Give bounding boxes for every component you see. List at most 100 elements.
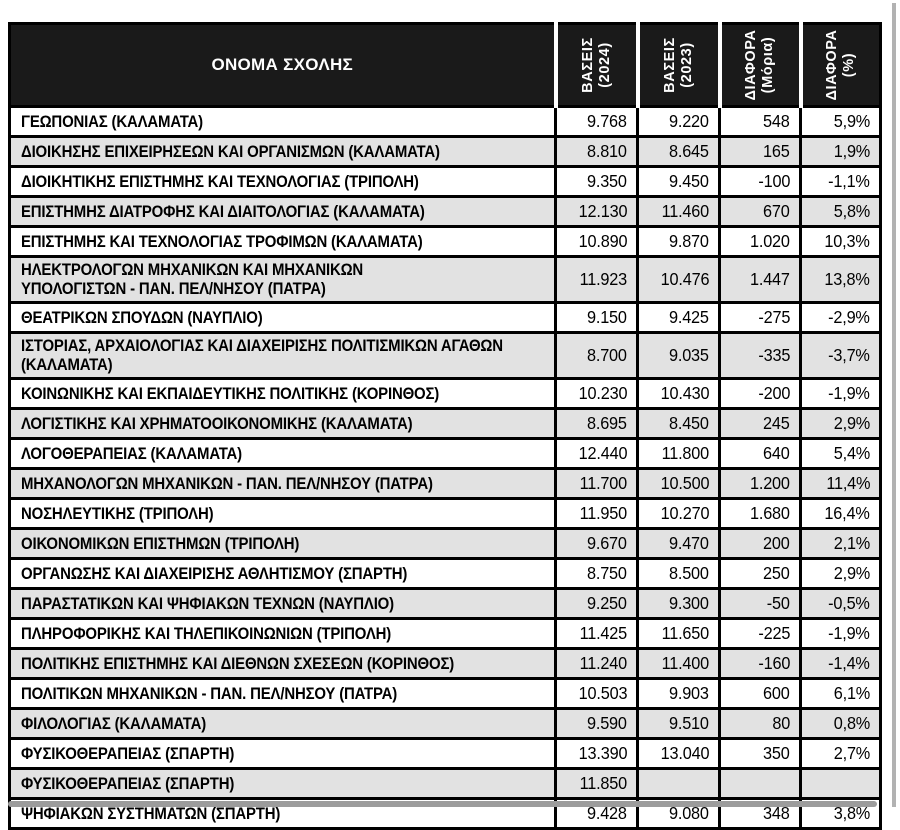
bases-2024-value: 10.890	[578, 231, 627, 251]
bases-2024-cell: 12.130	[554, 195, 639, 228]
bases-2024-value: 9.150	[587, 307, 627, 327]
bases-2024-value: 9.590	[587, 713, 627, 733]
school-name-text: ΔΙΟΙΚΗΤΙΚΗΣ ΕΠΙΣΤΗΜΗΣ ΚΑΙ ΤΕΧΝΟΛΟΓΙΑΣ (Τ…	[21, 171, 419, 191]
bases-2024-value: 11.240	[579, 653, 628, 673]
header-line-1: ΒΑΣΕΙΣ	[579, 37, 596, 93]
bases-2023-cell: 8.645	[636, 135, 721, 168]
table-row: ΝΟΣΗΛΕΥΤΙΚΗΣ (ΤΡΙΠΟΛΗ) 11.950 10.270 1.6…	[8, 497, 882, 530]
diff-points-cell: -335	[718, 331, 802, 380]
school-name-text: ΕΠΙΣΤΗΜΗΣ ΚΑΙ ΤΕΧΝΟΛΟΓΙΑΣ ΤΡΟΦΙΜΩΝ (ΚΑΛΑ…	[21, 231, 423, 251]
bases-2024-value: 9.768	[587, 111, 627, 131]
col-header-diff-points-label: ΔΙΑΦΟΡΑ (Μόρια)	[743, 25, 777, 105]
table-row: ΠΛΗΡΟΦΟΡΙΚΗΣ ΚΑΙ ΤΗΛΕΠΙΚΟΙΝΩΝΙΩΝ (ΤΡΙΠΟΛ…	[8, 617, 882, 650]
school-name-text: ΟΙΚΟΝΟΜΙΚΩΝ ΕΠΙΣΤΗΜΩΝ (ΤΡΙΠΟΛΗ)	[21, 533, 300, 553]
diff-percent-value: 6,1%	[833, 683, 871, 703]
school-name-cell: ΛΟΓΟΘΕΡΑΠΕΙΑΣ (ΚΑΛΑΜΑΤΑ)	[8, 437, 557, 470]
col-header-diff-percent-label: ΔΙΑΦΟΡΑ (%)	[824, 25, 858, 105]
school-name-text: ΠΑΡΑΣΤΑΤΙΚΩΝ ΚΑΙ ΨΗΦΙΑΚΩΝ ΤΕΧΝΩΝ (ΝΑΥΠΛΙ…	[21, 593, 394, 613]
diff-percent-cell: -1,9%	[799, 377, 882, 410]
table-row: ΠΑΡΑΣΤΑΤΙΚΩΝ ΚΑΙ ΨΗΦΙΑΚΩΝ ΤΕΧΝΩΝ (ΝΑΥΠΛΙ…	[8, 587, 882, 620]
school-name-cell: ΔΙΟΙΚΗΤΙΚΗΣ ΕΠΙΣΤΗΜΗΣ ΚΑΙ ΤΕΧΝΟΛΟΓΙΑΣ (Τ…	[8, 165, 557, 198]
header-line-1: ΔΙΑΦΟΡΑ	[823, 29, 840, 101]
diff-percent-value: -3,7%	[828, 345, 870, 365]
diff-percent-value: -1,1%	[828, 171, 870, 191]
bases-2024-cell: 13.390	[554, 737, 639, 770]
bases-2024-value: 11.950	[579, 503, 628, 523]
diff-percent-cell: 13,8%	[799, 255, 882, 304]
bases-2024-cell: 11.850	[554, 767, 639, 800]
school-name-cell: ΕΠΙΣΤΗΜΗΣ ΔΙΑΤΡΟΦΗΣ ΚΑΙ ΔΙΑΙΤΟΛΟΓΙΑΣ (ΚΑ…	[8, 195, 557, 228]
diff-percent-value: -1,9%	[828, 383, 870, 403]
school-name-text: ΛΟΓΟΘΕΡΑΠΕΙΑΣ (ΚΑΛΑΜΑΤΑ)	[21, 443, 242, 463]
diff-points-cell: -275	[718, 301, 802, 334]
diff-points-cell: -225	[718, 617, 802, 650]
diff-percent-value: -1,4%	[828, 653, 870, 673]
col-header-bases-2024-label: ΒΑΣΕΙΣ (2024)	[580, 25, 614, 105]
diff-points-cell: 1.020	[718, 225, 802, 258]
bases-2023-value: 13.040	[660, 743, 709, 763]
bases-2024-value: 12.440	[578, 443, 627, 463]
col-header-diff-percent: ΔΙΑΦΟΡΑ (%)	[798, 23, 881, 108]
diff-points-cell: 250	[718, 557, 802, 590]
diff-points-value: -160	[758, 653, 790, 673]
header-line-2: (%)	[840, 52, 857, 78]
school-name-cell: ΛΟΓΙΣΤΙΚΗΣ ΚΑΙ ΧΡΗΜΑΤΟΟΙΚΟΝΟΜΙΚΗΣ (ΚΑΛΑΜ…	[8, 407, 557, 440]
bases-2023-cell: 9.035	[636, 331, 721, 380]
school-name-text: ΙΣΤΟΡΙΑΣ, ΑΡΧΑΙΟΛΟΓΙΑΣ ΚΑΙ ΔΙΑΧΕΙΡΙΣΗΣ Π…	[21, 336, 503, 374]
diff-percent-value: 5,4%	[833, 443, 871, 463]
bases-2023-cell: 9.220	[636, 105, 721, 138]
bases-2023-cell: 9.870	[636, 225, 721, 258]
school-name-text: ΚΟΙΝΩΝΙΚΗΣ ΚΑΙ ΕΚΠΑΙΔΕΥΤΙΚΗΣ ΠΟΛΙΤΙΚΗΣ (…	[21, 383, 440, 403]
diff-percent-cell: -0,5%	[799, 587, 882, 620]
school-name-text: ΜΗΧΑΝΟΛΟΓΩΝ ΜΗΧΑΝΙΚΩΝ - ΠΑΝ. ΠΕΛ/ΝΗΣΟΥ (…	[21, 473, 433, 493]
diff-percent-cell: -1,1%	[799, 165, 882, 198]
bases-2023-cell: 11.650	[636, 617, 721, 650]
bases-2024-value: 8.695	[587, 413, 627, 433]
school-name-cell: ΓΕΩΠΟΝΙΑΣ (ΚΑΛΑΜΑΤΑ)	[8, 105, 557, 138]
diff-percent-cell: 0,8%	[799, 707, 882, 740]
diff-points-value: 250	[763, 563, 790, 583]
diff-points-value: -225	[758, 623, 790, 643]
bases-2023-cell: 10.270	[636, 497, 721, 530]
school-name-cell: ΟΡΓΑΝΩΣΗΣ ΚΑΙ ΔΙΑΧΕΙΡΙΣΗΣ ΑΘΛΗΤΙΣΜΟΥ (ΣΠ…	[8, 557, 557, 590]
bases-2023-cell: 9.470	[636, 527, 721, 560]
diff-percent-cell: -3,7%	[799, 331, 882, 380]
bases-2023-cell	[636, 767, 721, 800]
diff-points-value: -275	[758, 307, 790, 327]
table-row: ΦΙΛΟΛΟΓΙΑΣ (ΚΑΛΑΜΑΤΑ) 9.590 9.510 80 0,8…	[8, 707, 882, 740]
bases-2023-cell: 9.450	[636, 165, 721, 198]
bases-2024-value: 11.923	[579, 269, 628, 289]
bases-2023-value: 9.903	[669, 683, 709, 703]
header-line-2: (Μόρια)	[760, 36, 776, 94]
table-row: ΟΡΓΑΝΩΣΗΣ ΚΑΙ ΔΙΑΧΕΙΡΙΣΗΣ ΑΘΛΗΤΙΣΜΟΥ (ΣΠ…	[8, 557, 882, 590]
school-name-cell: ΚΟΙΝΩΝΙΚΗΣ ΚΑΙ ΕΚΠΑΙΔΕΥΤΙΚΗΣ ΠΟΛΙΤΙΚΗΣ (…	[8, 377, 557, 410]
diff-percent-cell: -1,9%	[799, 617, 882, 650]
school-name-cell: ΘΕΑΤΡΙΚΩΝ ΣΠΟΥΔΩΝ (ΝΑΥΠΛΙΟ)	[8, 301, 557, 334]
bases-2024-value: 12.130	[578, 201, 627, 221]
diff-points-value: -100	[758, 171, 790, 191]
school-name-text: ΠΟΛΙΤΙΚΩΝ ΜΗΧΑΝΙΚΩΝ - ΠΑΝ. ΠΕΛ/ΝΗΣΟΥ (ΠΑ…	[21, 683, 398, 703]
table-row: ΔΙΟΙΚΗΤΙΚΗΣ ΕΠΙΣΤΗΜΗΣ ΚΑΙ ΤΕΧΝΟΛΟΓΙΑΣ (Τ…	[8, 165, 882, 198]
diff-percent-cell: 6,1%	[799, 677, 882, 710]
diff-percent-cell: 16,4%	[799, 497, 882, 530]
table-row: ΕΠΙΣΤΗΜΗΣ ΔΙΑΤΡΟΦΗΣ ΚΑΙ ΔΙΑΙΤΟΛΟΓΙΑΣ (ΚΑ…	[8, 195, 882, 228]
table-row: ΦΥΣΙΚΟΘΕΡΑΠΕΙΑΣ (ΣΠΑΡΤΗ) 11.850	[8, 767, 882, 800]
school-name-cell: ΦΙΛΟΛΟΓΙΑΣ (ΚΑΛΑΜΑΤΑ)	[8, 707, 557, 740]
school-name-text: ΦΥΣΙΚΟΘΕΡΑΠΕΙΑΣ (ΣΠΑΡΤΗ)	[21, 773, 235, 793]
diff-points-value: 165	[763, 141, 790, 161]
bases-2023-value: 8.450	[669, 413, 709, 433]
school-name-cell: ΠΟΛΙΤΙΚΗΣ ΕΠΙΣΤΗΜΗΣ ΚΑΙ ΔΙΕΘΝΩΝ ΣΧΕΣΕΩΝ …	[8, 647, 557, 680]
diff-percent-value: 1,9%	[833, 141, 871, 161]
diff-points-value: 200	[763, 533, 790, 553]
diff-percent-value: 2,9%	[833, 413, 871, 433]
school-name-cell: ΟΙΚΟΝΟΜΙΚΩΝ ΕΠΙΣΤΗΜΩΝ (ΤΡΙΠΟΛΗ)	[8, 527, 557, 560]
diff-points-cell: -100	[718, 165, 802, 198]
diff-points-cell: 165	[718, 135, 802, 168]
bases-2024-cell: 11.923	[554, 255, 639, 304]
table-row: ΜΗΧΑΝΟΛΟΓΩΝ ΜΗΧΑΝΙΚΩΝ - ΠΑΝ. ΠΕΛ/ΝΗΣΟΥ (…	[8, 467, 882, 500]
bases-2024-cell: 9.250	[554, 587, 639, 620]
school-name-text: ΘΕΑΤΡΙΚΩΝ ΣΠΟΥΔΩΝ (ΝΑΥΠΛΙΟ)	[21, 307, 263, 327]
diff-percent-cell: -1,4%	[799, 647, 882, 680]
bases-2023-cell: 10.476	[636, 255, 721, 304]
bases-2023-value: 9.470	[669, 533, 709, 553]
